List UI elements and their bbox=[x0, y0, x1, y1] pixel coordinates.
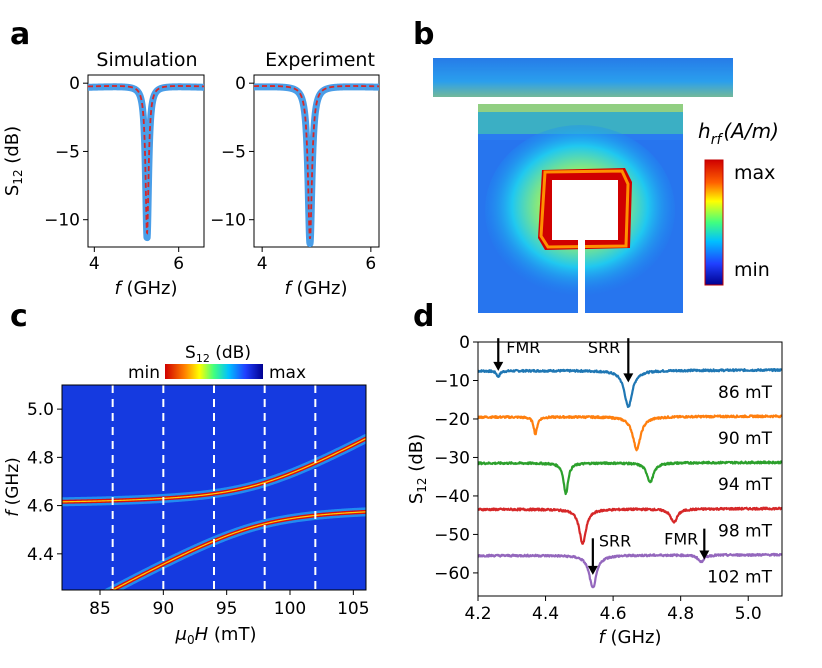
x-tick-label: 100 bbox=[274, 599, 306, 619]
resonator-gap bbox=[578, 240, 585, 313]
annotation-arrowhead bbox=[587, 565, 598, 575]
panel-b-field-map: hrf (A/m) max min bbox=[433, 58, 779, 313]
spectrum-trace-90-mt bbox=[478, 414, 782, 452]
spectrum-trace-94-mt bbox=[478, 460, 782, 496]
y-tick-label: −10 bbox=[44, 211, 80, 231]
x-tick-label: 5.0 bbox=[735, 604, 762, 624]
heatmap-field-markers bbox=[111, 385, 317, 590]
panel-label-a: a bbox=[10, 17, 30, 52]
x-tick-label: 4.4 bbox=[532, 604, 559, 624]
y-tick-label: −10 bbox=[434, 371, 470, 391]
experiment-trace bbox=[254, 83, 379, 247]
field-colorbar bbox=[704, 159, 724, 286]
annotation-arrowhead bbox=[493, 361, 504, 371]
spectra-axes-frame bbox=[477, 341, 783, 597]
x-tick-label: 6 bbox=[365, 254, 376, 274]
spectrum-label: 98 mT bbox=[718, 521, 773, 541]
spectra-ylabel: S12 (dB) bbox=[406, 434, 429, 504]
heatmap-colorbar-label: S12 (dB) bbox=[185, 343, 251, 365]
spectrum-trace-86-mt bbox=[478, 368, 782, 409]
panel-label-c: c bbox=[10, 299, 28, 334]
annotation-label: FMR bbox=[506, 338, 540, 357]
x-tick-label: 4.8 bbox=[667, 604, 694, 624]
x-tick-label: 105 bbox=[337, 599, 369, 619]
x-tick-label: 4.2 bbox=[464, 604, 491, 624]
experiment-xlabel: f (GHz) bbox=[284, 278, 347, 299]
simulation-ticks: 4 6 0 −5 −10 bbox=[44, 74, 184, 274]
experiment-axes-frame bbox=[253, 74, 380, 248]
y-tick-label: −40 bbox=[434, 487, 470, 507]
y-tick-label: 4.4 bbox=[27, 545, 54, 565]
spectrum-label: 86 mT bbox=[718, 383, 773, 403]
panel-a-simulation-chart: Simulation 4 6 0 −5 −10 S12 (dB) f (GHz) bbox=[2, 49, 205, 299]
x-tick-label: 95 bbox=[216, 599, 238, 619]
annotation-label: SRR bbox=[599, 531, 631, 550]
y-tick-label: −5 bbox=[221, 142, 246, 162]
simulation-axes-frame bbox=[87, 74, 205, 248]
experiment-ticks: 4 6 0 −5 −10 bbox=[210, 74, 376, 274]
spectrum-label: 94 mT bbox=[718, 475, 773, 495]
x-tick-label: 90 bbox=[153, 599, 175, 619]
heatmap-colorbar-max: max bbox=[269, 363, 306, 383]
spectrum-label: 90 mT bbox=[718, 429, 773, 449]
heatmap-ticks: 85 90 95 100 105 4.4 4.6 4.8 5.0 bbox=[27, 400, 370, 619]
spectrum-trace-102-mt bbox=[478, 552, 782, 589]
y-tick-label: 0 bbox=[235, 74, 246, 94]
resonator-center-hole bbox=[552, 180, 618, 240]
spectra-traces bbox=[478, 368, 782, 589]
panel-label-d: d bbox=[413, 299, 434, 334]
simulation-xlabel: f (GHz) bbox=[114, 278, 177, 299]
x-tick-label: 85 bbox=[89, 599, 111, 619]
y-tick-label: −50 bbox=[434, 525, 470, 545]
panel-label-b: b bbox=[413, 17, 434, 52]
experiment-title: Experiment bbox=[265, 49, 375, 71]
colorbar-title: hrf (A/m) bbox=[698, 119, 779, 148]
heatmap-colorbar-min: min bbox=[128, 363, 160, 383]
y-tick-label: −5 bbox=[55, 142, 80, 162]
y-tick-label: −60 bbox=[434, 564, 470, 584]
x-tick-label: 4.6 bbox=[600, 604, 627, 624]
spectra-legend-labels: 86 mT 90 mT 94 mT 98 mT 102 mT bbox=[707, 383, 772, 588]
x-tick-label: 6 bbox=[173, 254, 184, 274]
spectra-xlabel: f (GHz) bbox=[598, 627, 661, 648]
panel-b-colorbar: hrf (A/m) max min bbox=[698, 119, 779, 286]
spectra-ticks: 4.2 4.4 4.6 4.8 5.0 0 −10 −20 −30 −40 −50 −60 bbox=[434, 333, 762, 624]
annotation-label: SRR bbox=[588, 338, 620, 357]
colorbar-min-label: min bbox=[734, 259, 770, 281]
heatmap-xlabel: μ0H (mT) bbox=[175, 624, 257, 647]
heatmap-axes-frame bbox=[61, 384, 367, 591]
y-tick-label: 4.6 bbox=[27, 497, 54, 517]
x-tick-label: 4 bbox=[89, 254, 100, 274]
y-tick-label: 0 bbox=[69, 74, 80, 94]
spectra-annotations: FMR SRR SRR FMR bbox=[493, 338, 710, 575]
y-tick-label: −10 bbox=[210, 211, 246, 231]
heatmap-colorbar bbox=[165, 364, 263, 379]
x-tick-label: 4 bbox=[257, 254, 268, 274]
experiment-fit-trace bbox=[254, 85, 379, 239]
panel-d-spectra-chart: 4.2 4.4 4.6 4.8 5.0 0 −10 −20 −30 −40 −50 −60 86 mT… bbox=[406, 333, 783, 648]
y-tick-label: −30 bbox=[434, 448, 470, 468]
spectrum-trace-98-mt bbox=[478, 506, 782, 545]
simulation-ylabel: S12 (dB) bbox=[2, 126, 25, 196]
panel-a-experiment-chart: Experiment 4 6 0 −5 −10 f (GHz) bbox=[210, 49, 380, 299]
simulation-title: Simulation bbox=[96, 49, 197, 71]
y-tick-label: 0 bbox=[459, 333, 470, 353]
annotation-label: FMR bbox=[664, 530, 698, 549]
colorbar-max-label: max bbox=[734, 162, 775, 184]
simulation-fit-trace bbox=[88, 85, 204, 235]
y-tick-label: −20 bbox=[434, 410, 470, 430]
y-tick-label: 4.8 bbox=[27, 448, 54, 468]
panel-c-heatmap-chart: S12 (dB) min max 85 90 95 100 105 4.4 4.6 4.8 5.… bbox=[3, 343, 370, 647]
transmission-line-bar bbox=[433, 58, 733, 97]
heatmap-ylabel: f (GHz) bbox=[3, 457, 23, 517]
y-tick-label: 5.0 bbox=[27, 400, 54, 420]
spectrum-label: 102 mT bbox=[707, 568, 772, 588]
annotation-arrowhead bbox=[699, 550, 710, 560]
annotation-arrowhead bbox=[623, 373, 634, 383]
